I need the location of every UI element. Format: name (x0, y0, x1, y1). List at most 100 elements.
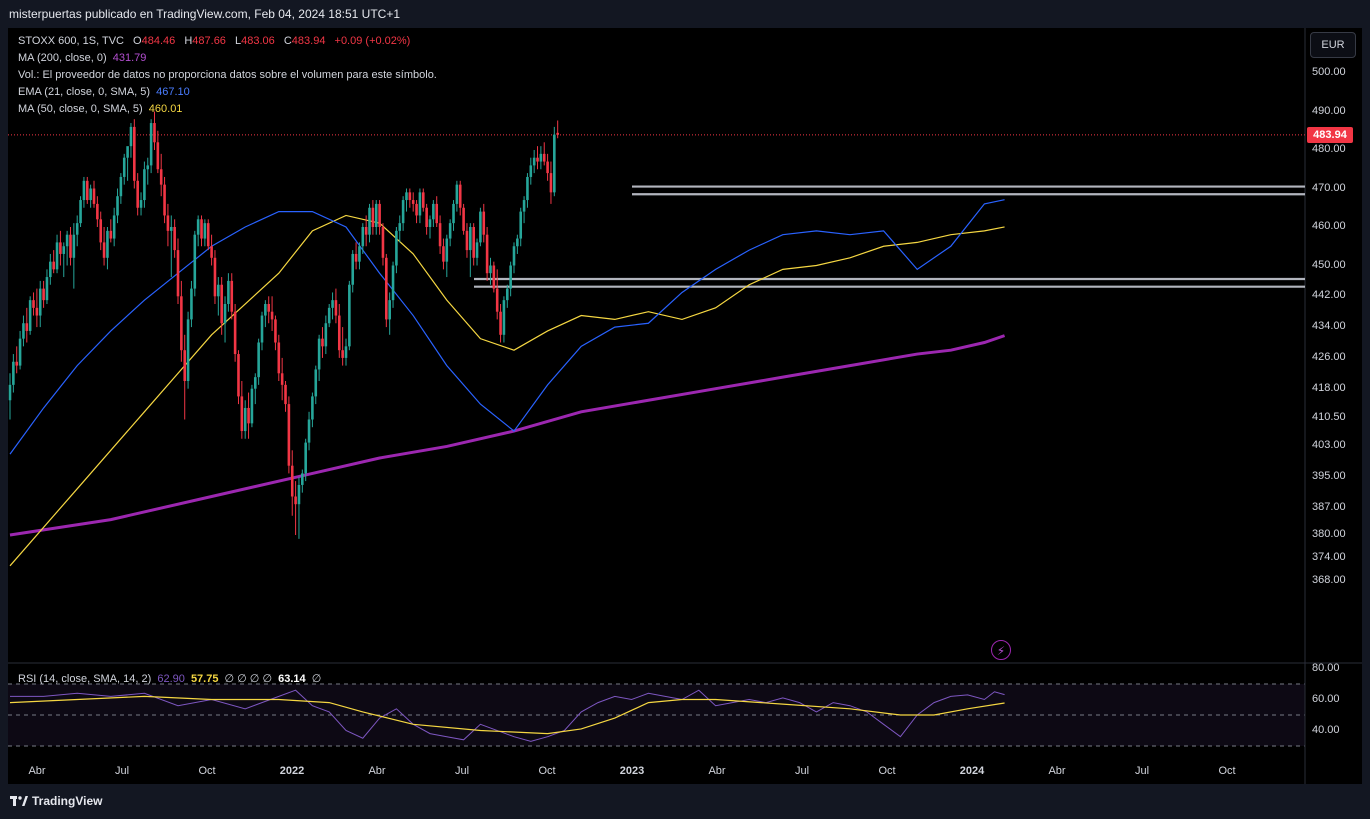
ohlc-change: +0.09 (+0.02%) (334, 35, 411, 47)
currency-button[interactable]: EUR (1310, 32, 1356, 58)
candle-body (18, 338, 22, 366)
candle-body (55, 242, 59, 270)
time-tick-label: Abr (28, 765, 46, 777)
candle-body (529, 165, 533, 177)
candle-body (65, 234, 69, 247)
candle-body (280, 373, 284, 385)
candle-body (106, 230, 109, 258)
candle-body (217, 284, 220, 297)
tradingview-icon (10, 796, 28, 806)
candle-body (341, 350, 344, 358)
candle-body (381, 227, 385, 258)
candle-body (237, 354, 240, 397)
candle-body (388, 300, 391, 320)
bolt-icon[interactable]: ⚡ (991, 640, 1011, 660)
brand-name: TradingView (32, 794, 103, 808)
candle-body (361, 227, 365, 247)
candle-body (374, 203, 378, 227)
rsi-empty-values: ∅ ∅ ∅ ∅ (224, 673, 273, 685)
rsi-label: RSI (14, close, SMA, 14, 2) (18, 673, 152, 685)
candle-body (230, 280, 234, 312)
candle-body (505, 288, 509, 301)
candle-body (321, 338, 324, 347)
candle-body (153, 123, 156, 143)
candle-body (479, 211, 482, 243)
candle-body (546, 161, 549, 174)
candle-body (334, 300, 338, 316)
price-tick-label: 500.00 (1312, 66, 1346, 78)
publisher-text: misterpuertas publicado en TradingView.c… (9, 7, 401, 21)
candle-body (12, 361, 15, 385)
ohlc-h-label: H (184, 35, 193, 47)
candle-body (233, 311, 237, 355)
legend-ma50-row[interactable]: MA (50, close, 0, SMA, 5) 460.01 (18, 102, 182, 117)
candle-body (122, 157, 126, 177)
ohlc-o-label: O (133, 35, 142, 47)
candle-body (186, 319, 190, 381)
candle-body (455, 184, 459, 204)
rsi-value: 62.90 (157, 673, 185, 685)
candle-body (327, 307, 331, 324)
candle-body (542, 153, 546, 162)
candle-body (220, 284, 223, 324)
candle-body (358, 246, 361, 262)
candle-body (364, 227, 368, 235)
chart-frame[interactable] (8, 28, 1362, 784)
candle-body (116, 196, 119, 216)
ma50-line (9, 214, 1005, 567)
candle-body (311, 396, 314, 420)
candle-body (149, 123, 153, 166)
candle-body (442, 246, 445, 262)
price-tick-label: 380.00 (1312, 528, 1346, 540)
price-tick-label: 480.00 (1312, 143, 1346, 155)
candle-body (72, 234, 76, 258)
price-tick-label: 450.00 (1312, 258, 1346, 271)
candle-body (270, 311, 274, 320)
candle-body (428, 219, 432, 227)
price-tick-label: 374.00 (1312, 551, 1346, 564)
time-tick-label: Abr (708, 765, 726, 777)
candle-body (200, 219, 203, 239)
candle-body (485, 234, 489, 274)
candle-body (354, 253, 358, 262)
ohlc-open: 484.46 (141, 35, 176, 47)
ohlc-low: 483.06 (241, 35, 275, 47)
price-tick-label: 418.00 (1312, 381, 1346, 394)
rsi-tick-label: 60.00 (1312, 692, 1340, 705)
legend-symbol: STOXX 600, 1S, TVC (18, 35, 124, 47)
candle-body (294, 496, 297, 505)
candle-body (509, 265, 512, 289)
candle-body (425, 207, 428, 227)
candle-body (469, 227, 472, 251)
price-tick-label: 470.00 (1312, 181, 1346, 194)
candle-body (264, 304, 267, 316)
last-price-label: 483.94 (1307, 127, 1353, 143)
ema21-line (9, 199, 1005, 455)
candle-body (119, 176, 123, 197)
candle-body (210, 246, 213, 258)
candle-body (193, 234, 197, 289)
candle-body (22, 323, 25, 339)
candle-body (462, 207, 465, 231)
candle-body (190, 288, 193, 320)
candle-body (183, 350, 187, 381)
candle-body (243, 407, 247, 432)
candle-body (166, 215, 170, 231)
candle-body (8, 384, 12, 401)
legend-ma200-row[interactable]: MA (200, close, 0) 431.79 (18, 51, 146, 66)
time-tick-label: 2024 (959, 765, 985, 777)
candle-body (378, 203, 381, 227)
legend-ema21-row[interactable]: EMA (21, close, 0, SMA, 5) 467.10 (18, 85, 190, 100)
candle-body (385, 257, 388, 320)
candle-body (156, 142, 160, 170)
candle-body (421, 192, 425, 208)
ma200-line (9, 334, 1006, 537)
candle-body (28, 300, 32, 331)
candle-body (96, 203, 99, 220)
candle-body (267, 304, 271, 312)
ema21-value: 467.10 (156, 86, 190, 98)
legend-rsi-row[interactable]: RSI (14, close, SMA, 14, 2) 62.90 57.75 … (18, 672, 321, 687)
tradingview-logo[interactable]: TradingView (10, 794, 102, 808)
candle-body (368, 207, 371, 235)
